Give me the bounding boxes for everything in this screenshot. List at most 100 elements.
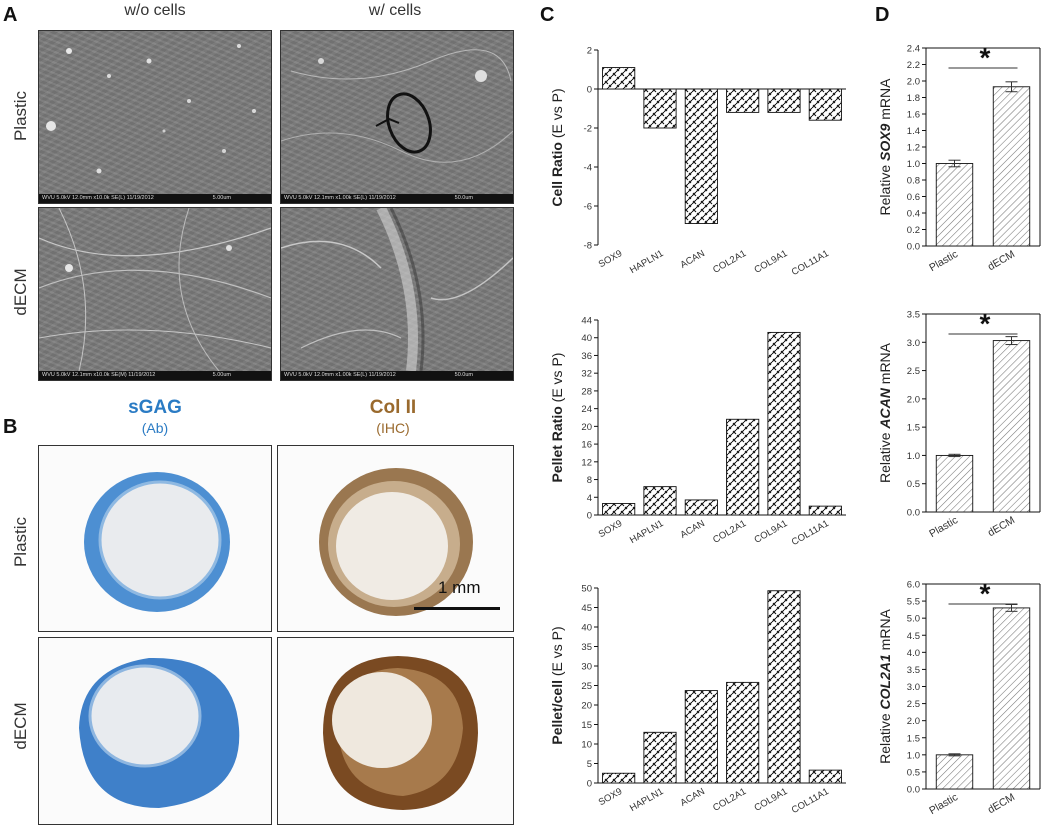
y-tick-label: 16 (581, 440, 592, 451)
histology-col2-plastic: 1 mm (277, 445, 514, 632)
y-tick-label: 3.0 (907, 338, 920, 349)
y-axis-label: Relative SOX9 mRNA (877, 78, 893, 216)
y-tick-label: 3.5 (907, 310, 920, 321)
x-tick-label: COL11A1 (790, 248, 831, 278)
panel-letter-a: A (3, 4, 18, 26)
bar-acan (684, 499, 718, 516)
x-tick-label: COL9A1 (752, 786, 789, 814)
sem-footer: WVU 5.0kV 12.0mm x10.0k SE(L) 11/19/2012… (39, 194, 271, 203)
x-tick-label: SOX9 (597, 518, 624, 540)
row-header-plastic-b: Plastic (11, 516, 30, 568)
row-header-decm-b: dECM (11, 702, 30, 750)
bar-col9a1 (767, 590, 801, 784)
y-tick-label: 1.5 (907, 423, 920, 434)
x-tick-label: Plastic (927, 514, 960, 540)
x-tick-label: COL11A1 (790, 786, 831, 816)
bar-hapln1 (643, 88, 677, 129)
significance-star: * (980, 578, 991, 609)
significance-star: * (980, 42, 991, 73)
panel-letter-b: B (3, 416, 18, 438)
row-header-decm-a: dECM (11, 268, 30, 316)
x-tick-label: SOX9 (597, 248, 624, 270)
y-axis-label: Pellet Ratio (E vs P) (549, 353, 565, 483)
chart-col2a1-mrna: 0.0 0.5 1.0 1.5 2.0 2.5 3.0 3.5 4.0 4.5 5.0 5.5 6.0 P… (872, 576, 1052, 826)
bar-sox9 (602, 67, 636, 90)
stain-subtitle-ab: (Ab) (141, 420, 169, 436)
y-tick-label: -6 (584, 202, 592, 213)
col-header-without-cells: w/o cells (124, 2, 186, 19)
y-tick-label: 24 (581, 404, 592, 415)
y-tick-label: 2 (587, 46, 592, 57)
y-tick-label: 1.8 (907, 93, 920, 104)
y-tick-label: 1.0 (907, 159, 920, 170)
y-tick-label: 2.0 (907, 394, 920, 405)
stain-title-sgag: sGAG (128, 397, 182, 418)
x-tick-label: COL2A1 (711, 248, 748, 276)
y-tick-label: 1.0 (907, 451, 920, 462)
x-tick-label: HAPLN1 (628, 518, 666, 546)
y-tick-label: 5.0 (907, 614, 920, 625)
y-tick-label: 4 (587, 493, 592, 504)
x-tick-label: SOX9 (597, 786, 624, 808)
bar-hapln1 (643, 486, 677, 516)
y-tick-label: 36 (581, 351, 592, 362)
bar-col11a1 (808, 88, 842, 121)
y-axis-label: Relative ACAN mRNA (877, 342, 893, 483)
bar-plastic (935, 454, 974, 513)
y-axis-label: Cell Ratio (E vs P) (549, 88, 565, 206)
scale-bar-label: 1 mm (438, 578, 481, 597)
sem-image-plastic-with-cells: WVU 5.0kV 12.1mm x1.00k SE(L) 11/19/2012… (280, 30, 514, 204)
y-tick-label: 0 (587, 85, 592, 96)
chart-sox9-mrna: 0.0 0.2 0.4 0.6 0.8 1.0 1.2 1.4 1.6 1.8 2.0 2.2 2.4 P… (872, 40, 1052, 285)
y-tick-label: 5 (587, 759, 592, 770)
y-tick-label: 50 (581, 584, 592, 595)
row-header-plastic-a: Plastic (11, 90, 30, 142)
y-tick-label: 2.5 (907, 699, 920, 710)
y-tick-label: 2.0 (907, 77, 920, 88)
y-tick-label: -4 (584, 163, 592, 174)
bar-col2a1 (726, 88, 760, 113)
sem-footer: WVU 5.0kV 12.1mm x10.0k SE(M) 11/19/2012… (39, 371, 271, 380)
bar-col2a1 (726, 418, 760, 516)
x-tick-label: COL11A1 (790, 518, 831, 548)
chart-acan-mrna: 0.0 0.5 1.0 1.5 2.0 2.5 3.0 3.5 Plastic dECM * Rela… (872, 306, 1052, 551)
bar-col9a1 (767, 331, 801, 516)
y-tick-label: 5.5 (907, 597, 920, 608)
y-tick-label: 3.0 (907, 682, 920, 693)
y-tick-label: 1.6 (907, 110, 920, 121)
scale-bar (414, 607, 500, 610)
x-tick-label: COL2A1 (711, 786, 748, 814)
y-tick-label: 8 (587, 475, 592, 486)
y-tick-label: 0 (587, 511, 592, 522)
y-tick-label: 40 (581, 623, 592, 634)
x-tick-label: dECM (986, 791, 1017, 816)
y-tick-label: 0.0 (907, 508, 920, 519)
y-tick-label: 2.0 (907, 716, 920, 727)
x-tick-label: HAPLN1 (628, 248, 666, 276)
y-tick-label: 40 (581, 333, 592, 344)
bar-plastic (935, 163, 974, 247)
x-tick-label: ACAN (678, 786, 706, 809)
y-axis-label: Pellet/cell (E vs P) (549, 626, 565, 744)
x-tick-label: COL9A1 (752, 518, 789, 546)
x-tick-label: COL9A1 (752, 248, 789, 276)
x-tick-label: ACAN (678, 518, 706, 541)
stain-title-col2: Col II (369, 397, 417, 418)
chart-cell-ratio: 2 0 -2 -4 -6 -8 SOX9 HAPLN1 ACAN COL2A1 COL9A1 COL1… (548, 32, 858, 278)
histology-col2-decm (277, 637, 514, 825)
sem-image-decm-without-cells: WVU 5.0kV 12.1mm x10.0k SE(M) 11/19/2012… (38, 207, 272, 381)
bar-col2a1 (726, 681, 760, 784)
bar-decm (992, 340, 1031, 513)
bar-acan (684, 690, 718, 784)
x-tick-label: HAPLN1 (628, 786, 666, 814)
x-tick-label: ACAN (678, 248, 706, 271)
y-tick-label: 30 (581, 662, 592, 673)
bar-col11a1 (808, 505, 842, 516)
stain-subtitle-ihc: (IHC) (376, 420, 410, 436)
panel-letter-d: D (875, 4, 890, 26)
y-tick-label: 45 (581, 603, 592, 614)
y-tick-label: 0.0 (907, 242, 920, 253)
y-tick-label: 20 (581, 422, 592, 433)
sem-image-decm-with-cells: WVU 5.0kV 12.0mm x1.00k SE(L) 11/19/2012… (280, 207, 514, 381)
y-tick-label: 2.2 (907, 60, 920, 71)
